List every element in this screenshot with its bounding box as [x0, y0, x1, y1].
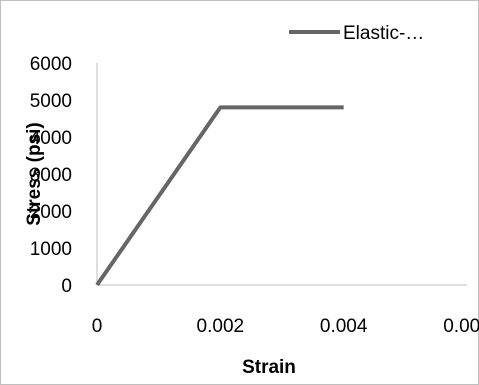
y-tick-label: 1000	[30, 239, 72, 260]
legend: Elastic-…	[289, 23, 424, 44]
x-tick-label: 0.006	[443, 316, 479, 337]
y-axis-ticks: 0 1000 2000 3000 4000 5000 6000	[30, 54, 72, 297]
y-tick-label: 2000	[30, 202, 72, 223]
y-tick-label: 0	[61, 276, 72, 297]
x-axis-title: Strain	[242, 357, 296, 378]
y-tick-label: 5000	[30, 91, 72, 112]
y-tick-label: 6000	[30, 54, 72, 75]
y-tick-label: 3000	[30, 165, 72, 186]
series-line	[95, 105, 344, 287]
y-axis-title: Stress (psi)	[24, 122, 45, 225]
y-tick-label: 4000	[30, 128, 72, 149]
x-tick-label: 0	[92, 316, 103, 337]
series-layer	[95, 105, 344, 287]
x-tick-label: 0.002	[197, 316, 245, 337]
x-tick-label: 0.004	[320, 316, 368, 337]
x-axis-ticks: 0 0.002 0.004 0.006	[92, 316, 479, 337]
legend-label: Elastic-…	[343, 23, 424, 44]
